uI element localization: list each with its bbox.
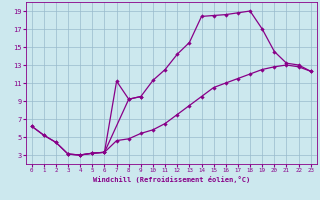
X-axis label: Windchill (Refroidissement éolien,°C): Windchill (Refroidissement éolien,°C) [92, 176, 250, 183]
